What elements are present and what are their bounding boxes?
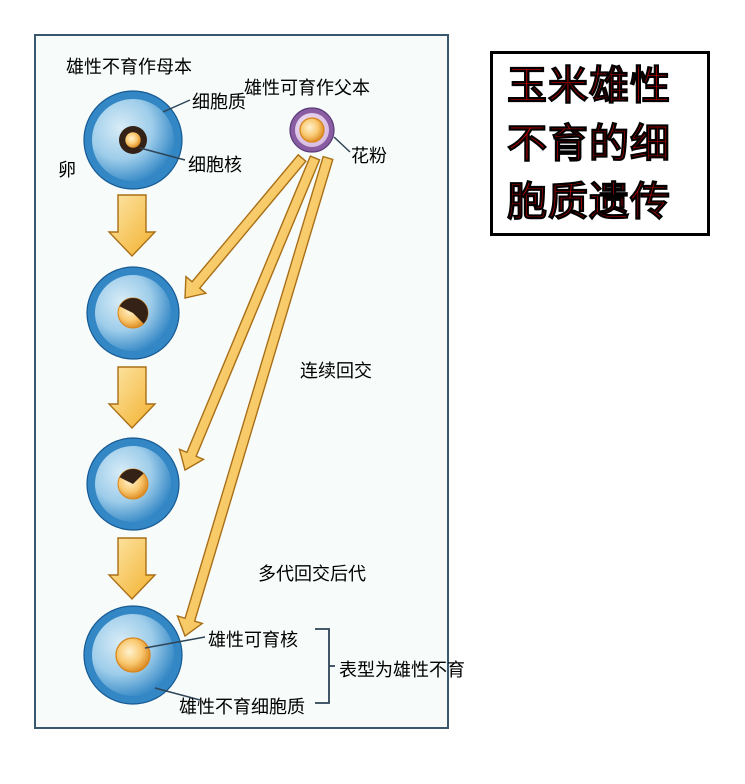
- pollen-label: 花粉: [351, 142, 387, 168]
- backcross-label: 连续回交: [300, 357, 372, 383]
- mother-heading: 雄性不育作母本: [66, 53, 192, 79]
- phenotype-bracket: [315, 629, 335, 703]
- generation-arrow-1: [109, 195, 155, 256]
- mother-cell: [84, 91, 182, 189]
- leader-pollen: [334, 137, 350, 152]
- sterile-cytoplasm-label: 雄性不育细胞质: [179, 693, 305, 719]
- generation-arrow-2: [109, 367, 155, 428]
- nucleus-label: 细胞核: [188, 151, 242, 177]
- offspring-cell-2: [87, 438, 179, 530]
- pollen-cell: [290, 108, 334, 152]
- final-offspring-cell: [84, 606, 182, 704]
- fertile-nucleus-label: 雄性可育核: [208, 626, 298, 652]
- father-heading: 雄性可育作父本: [244, 74, 370, 100]
- generation-arrow-3: [109, 538, 155, 599]
- phenotype-label: 表型为雄性不育: [339, 656, 465, 682]
- cytoplasm-label: 细胞质: [192, 88, 246, 114]
- egg-label: 卵: [58, 156, 76, 182]
- offspring-cell-1: [87, 267, 179, 359]
- multi-gen-label: 多代回交后代: [258, 560, 366, 586]
